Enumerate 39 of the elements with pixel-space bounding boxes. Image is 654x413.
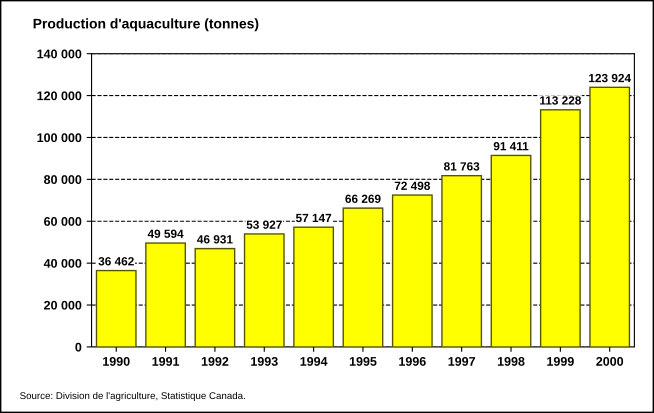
data-label: 36 462 [98,257,134,266]
x-tick-label: 1996 [399,356,426,366]
x-tick-label: 1992 [202,356,228,366]
x-tick-label: 1997 [448,356,476,366]
x-tick-label: 1999 [547,356,574,366]
bar [96,270,137,347]
x-tick-label: 1998 [498,356,525,366]
data-label: 123 924 [589,74,631,82]
bar [540,109,581,347]
y-tick-label: 80 000 [44,175,82,184]
x-tick-label: 1991 [152,356,180,366]
x-tick-label: 1994 [300,356,328,366]
source-note: Source: Division de l'agriculture, Statistique Canada. [20,392,245,402]
y-tick-label: 0 [75,342,82,352]
data-label: 46 931 [197,235,233,244]
y-tick-label: 140 000 [37,49,82,58]
y-tick-label: 60 000 [44,217,82,226]
y-tick-label: 120 000 [37,91,82,100]
data-label: 57 147 [296,214,332,222]
data-label: 113 228 [540,96,582,105]
y-tick-label: 40 000 [44,258,82,268]
x-tick-label: 1990 [103,356,130,366]
bar [244,233,285,347]
x-tick-label: 2000 [596,356,624,366]
bar [490,154,532,347]
data-label: 72 498 [394,182,430,190]
data-label: 53 927 [246,220,282,229]
bar [145,242,186,347]
bar [293,226,334,347]
data-label: 66 269 [345,194,381,204]
data-label: 81 763 [444,162,480,171]
data-label: 91 411 [494,142,528,150]
y-tick-label: 100 000 [37,133,82,142]
bar [589,86,630,347]
x-tick-label: 1993 [251,356,278,366]
x-tick-label: 1995 [350,356,377,366]
data-label: 49 594 [148,230,184,238]
chart-title: Production d'aquaculture (tonnes) [34,18,258,32]
y-tick-label: 20 000 [44,300,82,310]
